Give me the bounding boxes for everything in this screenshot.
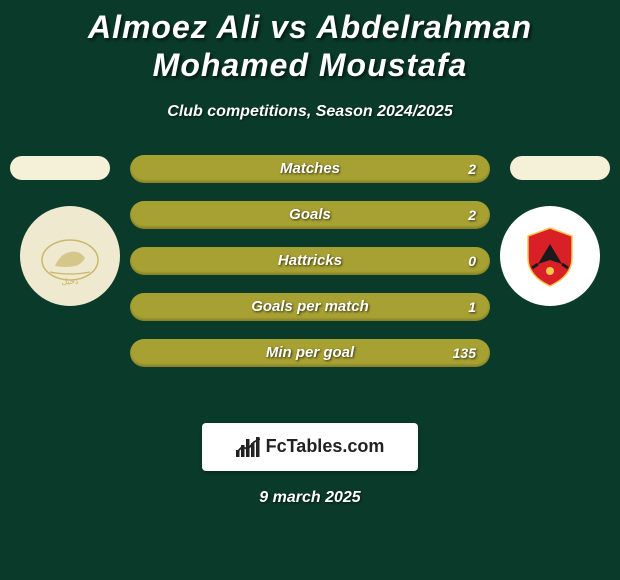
stat-row: Min per goal 135 [130,339,490,367]
comparison-title: Almoez Ali vs Abdelrahman Mohamed Mousta… [0,0,620,85]
stat-row: Matches 2 [130,155,490,183]
stat-row: Goals per match 1 [130,293,490,321]
player-pill-right [510,156,610,180]
stat-value-right: 0 [468,253,476,269]
stat-label: Matches [280,160,340,177]
branding-text: FcTables.com [266,436,385,457]
branding-box[interactable]: FcTables.com [202,423,418,471]
stats-area: دحيل Matches 2 Goals 2 Hattricks 0 Goals per m… [0,151,620,411]
stat-row: Hattricks 0 [130,247,490,275]
footer-date: 9 march 2025 [0,489,620,507]
stat-value-right: 2 [468,207,476,223]
comparison-subtitle: Club competitions, Season 2024/2025 [0,103,620,121]
stat-row: Goals 2 [130,201,490,229]
club-emblem-right-icon [510,216,590,296]
svg-text:دحيل: دحيل [62,277,79,286]
player-pill-left [10,156,110,180]
bar-chart-icon [236,437,260,457]
stat-value-right: 135 [453,345,476,361]
club-logo-left: دحيل [20,206,120,306]
stat-label: Min per goal [266,344,354,361]
stat-label: Hattricks [278,252,342,269]
club-logo-right [500,206,600,306]
stat-value-right: 1 [468,299,476,315]
stat-label: Goals [289,206,331,223]
branding-label: FcTables.com [236,436,385,457]
club-emblem-left-icon: دحيل [30,216,110,296]
stat-label: Goals per match [251,298,369,315]
stat-value-right: 2 [468,161,476,177]
